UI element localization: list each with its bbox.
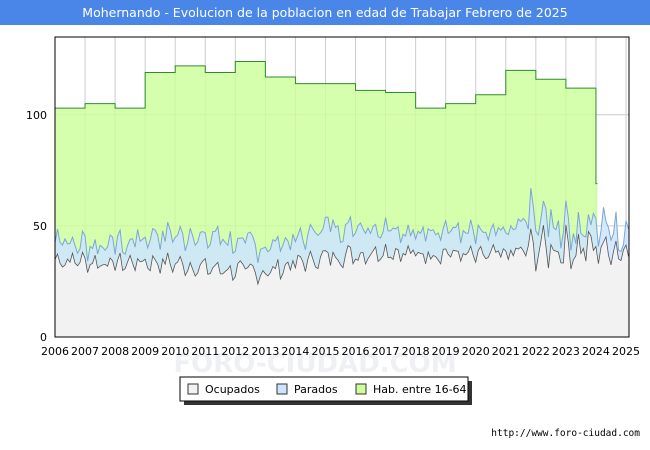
series-ocupados-area [55, 224, 629, 337]
x-axis: 2006 2007 2008 2009 2010 2011 2012 2013 2014 2015… [41, 345, 640, 358]
x-tick-label: 2010 [161, 345, 189, 358]
x-tick-label: 2023 [552, 345, 580, 358]
y-tick-label: 0 [40, 331, 47, 344]
x-tick-label: 2009 [131, 345, 159, 358]
x-tick-label: 2008 [101, 345, 129, 358]
chart-title: Mohernando - Evolucion de la poblacion e… [0, 0, 650, 25]
legend-swatch-hab [355, 383, 367, 395]
x-tick-label: 2020 [462, 345, 490, 358]
x-tick-label: 2012 [221, 345, 249, 358]
x-tick-label: 2015 [311, 345, 339, 358]
x-tick-label: 2022 [522, 345, 550, 358]
x-tick-label: 2021 [492, 345, 520, 358]
y-tick-label: 100 [26, 109, 47, 122]
series-hab-line [55, 60, 598, 185]
legend-label-parados: Parados [294, 383, 338, 396]
legend-label-ocupados: Ocupados [205, 383, 260, 396]
x-tick-label: 2024 [582, 345, 610, 358]
y-tick-label: 50 [33, 220, 47, 233]
legend-swatch-parados [276, 383, 288, 395]
watermark-text: FORO-CIUDAD.COM [173, 349, 456, 379]
legend-swatch-ocupados [187, 383, 199, 395]
x-tick-label: 2013 [251, 345, 279, 358]
x-tick-label: 2025 [612, 345, 640, 358]
x-tick-label: 2007 [71, 345, 99, 358]
x-tick-label: 2017 [372, 345, 400, 358]
x-tick-label: 2018 [402, 345, 430, 358]
x-tick-label: 2019 [432, 345, 460, 358]
x-tick-label: 2016 [342, 345, 370, 358]
series-ocupados-line [54, 224, 629, 286]
series-parados-line [54, 188, 629, 263]
y-axis: 0 50 100 [26, 109, 47, 344]
legend-label-hab: Hab. entre 16-64 [373, 383, 467, 396]
x-tick-label: 2006 [41, 345, 69, 358]
legend-box [179, 376, 469, 402]
source-url: http://www.foro-ciudad.com [491, 428, 640, 439]
legend: Ocupados Parados Hab. entre 16-64 [179, 376, 472, 405]
x-tick-label: 2014 [281, 345, 309, 358]
x-tick-label: 2011 [191, 345, 219, 358]
plot-frame [54, 36, 630, 338]
